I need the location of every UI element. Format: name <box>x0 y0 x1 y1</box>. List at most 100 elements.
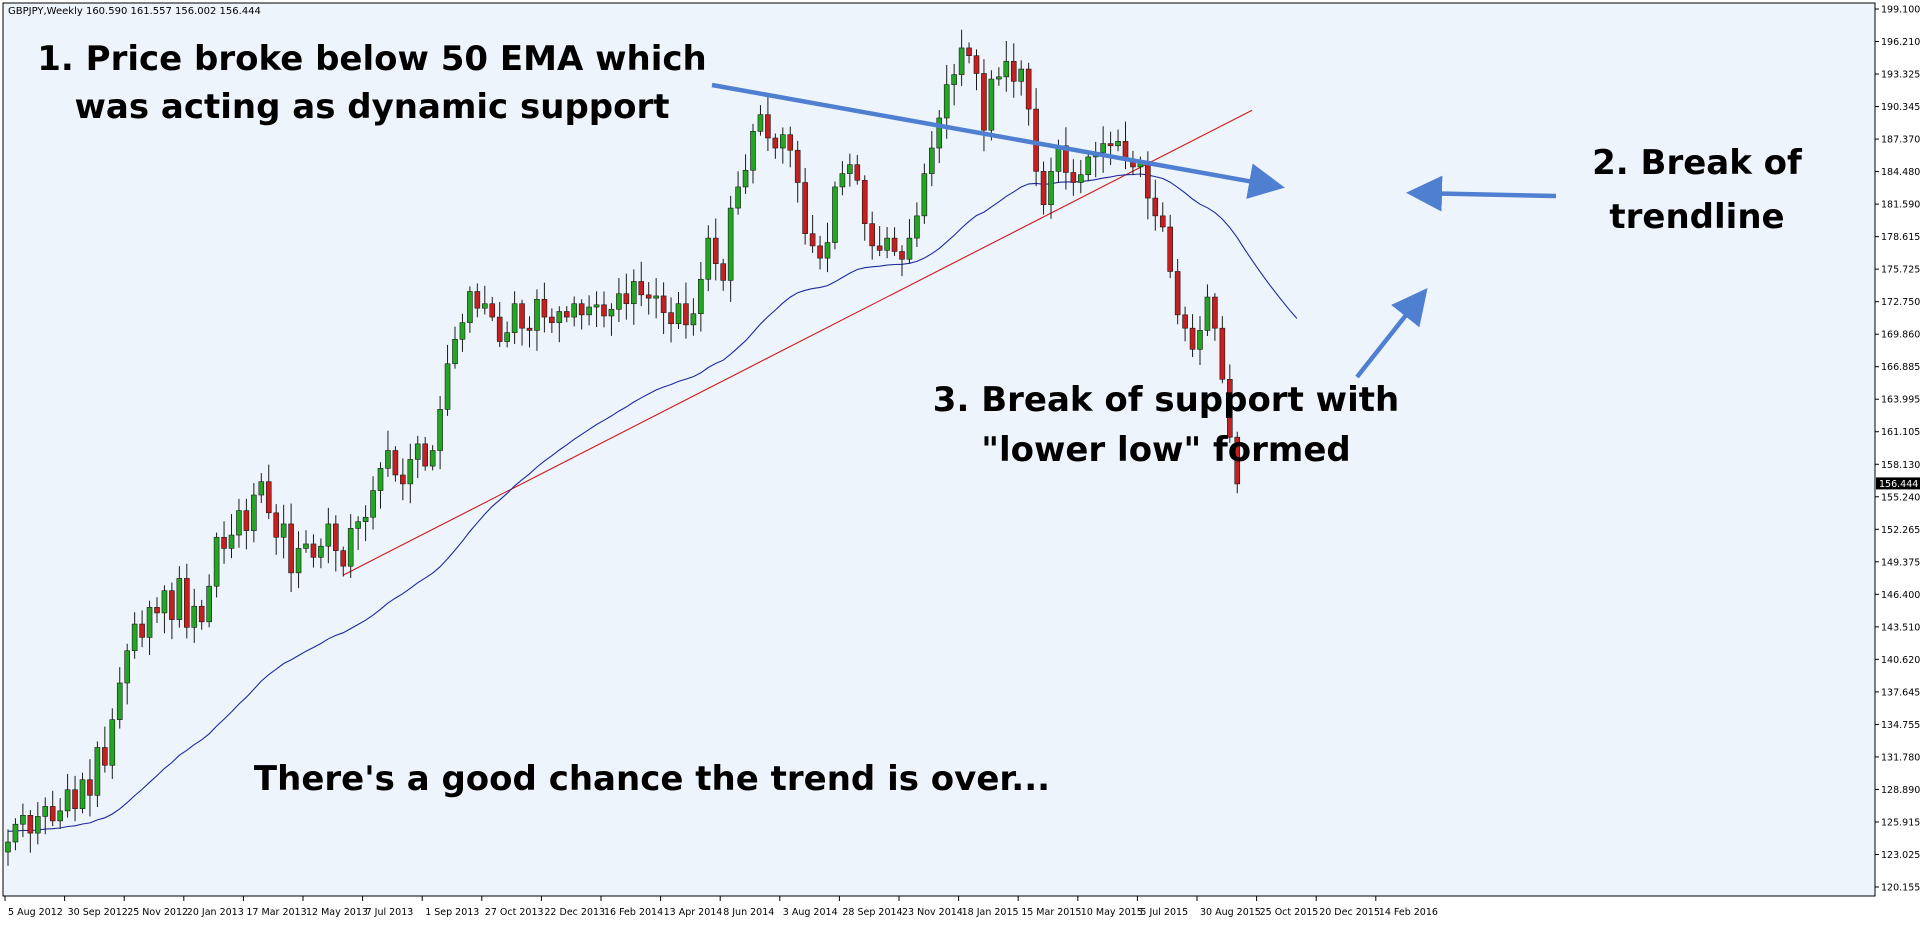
candle <box>951 63 957 106</box>
bear-candle-body <box>668 312 674 325</box>
y-tick-label: 134.755 <box>1881 720 1920 731</box>
candle <box>265 464 272 520</box>
bull-candle-body <box>779 134 786 149</box>
bull-candle-body <box>325 523 332 547</box>
candle <box>400 458 406 501</box>
bear-candle-body <box>496 316 503 342</box>
bull-candle-body <box>653 295 659 299</box>
candle <box>12 818 19 851</box>
candle <box>362 505 369 542</box>
y-tick-label: 152.265 <box>1881 525 1920 536</box>
current-price-label: 156.444 <box>1879 479 1918 490</box>
candle <box>698 262 704 332</box>
candle <box>966 42 972 64</box>
bear-candle-body <box>1145 161 1151 199</box>
x-tick-label: 28 Sep 2014 <box>842 907 902 918</box>
candle <box>161 585 168 634</box>
candle <box>549 308 555 333</box>
bear-candle-body <box>1152 197 1159 217</box>
candle <box>288 503 294 593</box>
candle <box>1100 126 1106 173</box>
bear-candle-body <box>817 245 823 259</box>
candle <box>154 597 160 624</box>
candle <box>914 202 920 247</box>
bear-candle-body <box>578 303 585 316</box>
bull-candle-body <box>370 490 376 518</box>
bull-candle-body <box>921 173 928 217</box>
bear-candle-body <box>265 481 272 514</box>
bull-candle-body <box>534 298 540 331</box>
y-tick-label: 190.345 <box>1881 102 1920 113</box>
candle <box>1167 214 1173 279</box>
annotation-arrow <box>711 82 1285 199</box>
candle <box>869 211 876 260</box>
bear-candle-body <box>72 789 78 809</box>
bull-candle-body <box>414 443 421 460</box>
bear-candle-body <box>340 550 347 567</box>
bull-candle-body <box>630 281 637 305</box>
bear-candle-body <box>102 747 108 766</box>
y-axis: 199.100 196.210 193.325 190.345 187.370 184.4… <box>1875 5 1920 894</box>
candle <box>876 225 883 257</box>
candle <box>347 514 354 578</box>
bull-candle-body <box>750 131 756 171</box>
candle <box>139 610 145 648</box>
annotation-line: There's a good chance the trend is over.… <box>254 759 1050 799</box>
bear-candle-body <box>1234 436 1241 485</box>
candle <box>675 291 682 329</box>
bull-candle-body <box>1204 296 1211 331</box>
y-tick-label: 123.025 <box>1881 850 1920 861</box>
candle <box>57 798 63 829</box>
candle <box>49 790 56 827</box>
candle <box>1107 131 1114 166</box>
x-tick-label: 7 Jul 2013 <box>366 907 414 918</box>
bull-candle-body <box>34 816 41 834</box>
y-tick-label: 131.780 <box>1881 752 1920 763</box>
y-tick-label: 146.400 <box>1881 590 1920 601</box>
bull-candle-body <box>20 815 26 825</box>
x-tick-label: 5 Jul 2015 <box>1140 907 1188 918</box>
bull-candle-body <box>191 605 198 628</box>
candle <box>109 708 116 779</box>
candle <box>437 395 443 470</box>
candle <box>996 67 1002 86</box>
candle <box>750 123 756 184</box>
bear-candle-body <box>1063 145 1069 173</box>
bear-candle-body <box>489 303 496 318</box>
bear-candle-body <box>332 523 339 551</box>
bull-candle-body <box>5 841 11 853</box>
candle <box>1204 284 1211 336</box>
candle <box>1025 62 1032 126</box>
bull-candle-body <box>467 291 473 323</box>
bull-candle-body <box>42 806 49 817</box>
trendline-note-text: 2. Break of trendline <box>1592 143 1803 237</box>
bear-candle-body <box>1212 296 1218 329</box>
bull-candle-body <box>161 590 168 614</box>
bull-candle-body <box>1085 156 1092 176</box>
candle <box>779 127 786 164</box>
x-tick-label: 13 Apr 2014 <box>664 907 723 918</box>
candle <box>586 295 592 326</box>
bull-candle-body <box>735 186 741 209</box>
candle <box>243 498 250 550</box>
bull-candle-body <box>586 306 592 316</box>
x-tick-label: 20 Jan 2013 <box>187 907 244 918</box>
candle <box>87 759 93 817</box>
bull-candle-body <box>213 536 220 587</box>
bear-candle-body <box>221 536 227 549</box>
candles-layer <box>5 29 1241 866</box>
candle <box>79 772 86 814</box>
bull-candle-body <box>303 543 309 549</box>
candle <box>94 741 101 808</box>
candle <box>511 291 518 344</box>
x-tick-label: 10 May 2015 <box>1081 907 1143 918</box>
annotation-arrow <box>1406 175 1557 212</box>
candle <box>1085 151 1092 182</box>
bull-candle-body <box>571 303 578 318</box>
x-tick-label: 12 May 2013 <box>306 907 368 918</box>
candle <box>310 534 317 568</box>
bear-candle-body <box>1070 172 1077 183</box>
candle <box>847 153 853 187</box>
